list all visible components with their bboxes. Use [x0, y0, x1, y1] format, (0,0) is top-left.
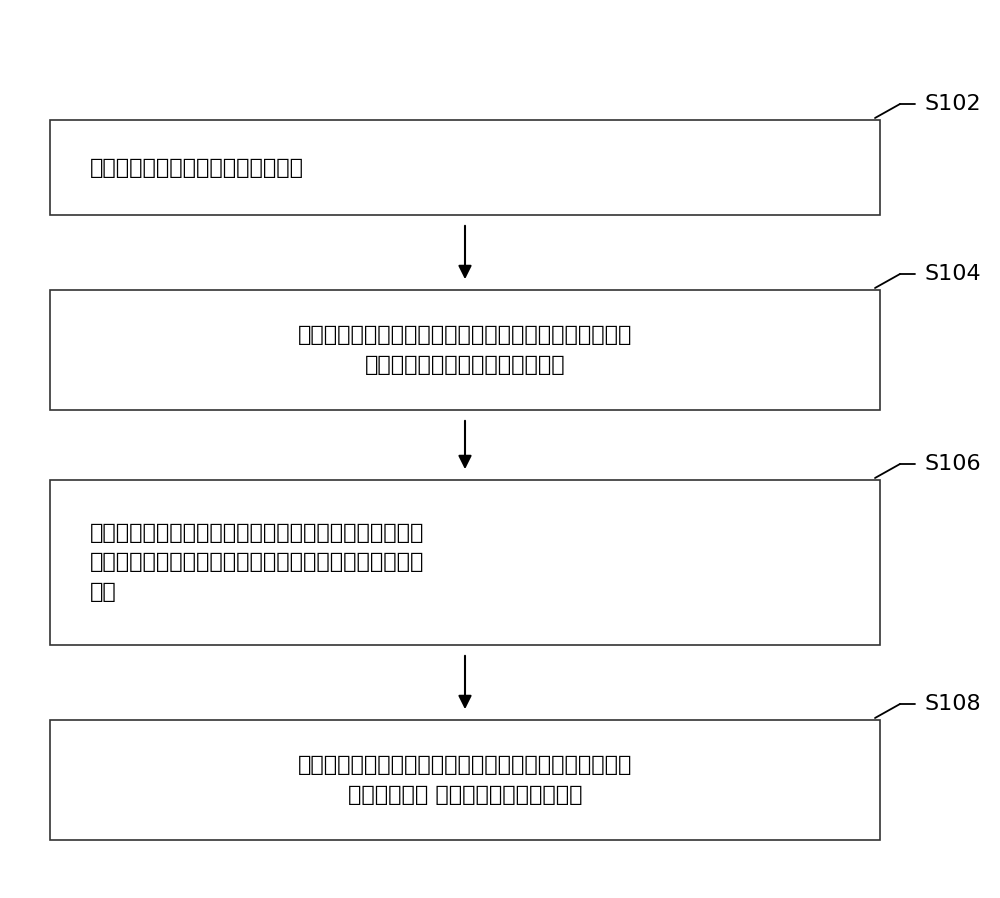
- Text: 基于结构模型参数，计算目标激光飞行器在加速过程的动
力模型参数，和计算目标激光飞行器在吸气模式下的气动
参数: 基于结构模型参数，计算目标激光飞行器在加速过程的动 力模型参数，和计算目标激光飞…: [90, 523, 424, 602]
- Text: S108: S108: [925, 694, 982, 714]
- Text: 确定目标激光飞行器的结构模型参数: 确定目标激光飞行器的结构模型参数: [90, 157, 304, 178]
- Text: S104: S104: [925, 264, 982, 284]
- Bar: [50, 720, 880, 840]
- Bar: [50, 480, 880, 645]
- Text: 基于光源的位置信息、动力模型参数、气动参数和初始俯
仰角，对目标 激光飞行器进行弹道计算: 基于光源的位置信息、动力模型参数、气动参数和初始俯 仰角，对目标 激光飞行器进行…: [298, 755, 632, 805]
- Text: S106: S106: [925, 454, 982, 474]
- Text: 确定为目标激光飞行器提供激光束的光源的位置信息，和
确定目标激光飞行器的初始俯仰角: 确定为目标激光飞行器提供激光束的光源的位置信息，和 确定目标激光飞行器的初始俯仰…: [298, 325, 632, 374]
- Bar: [50, 290, 880, 410]
- Text: S102: S102: [925, 94, 982, 114]
- Bar: [50, 120, 880, 215]
